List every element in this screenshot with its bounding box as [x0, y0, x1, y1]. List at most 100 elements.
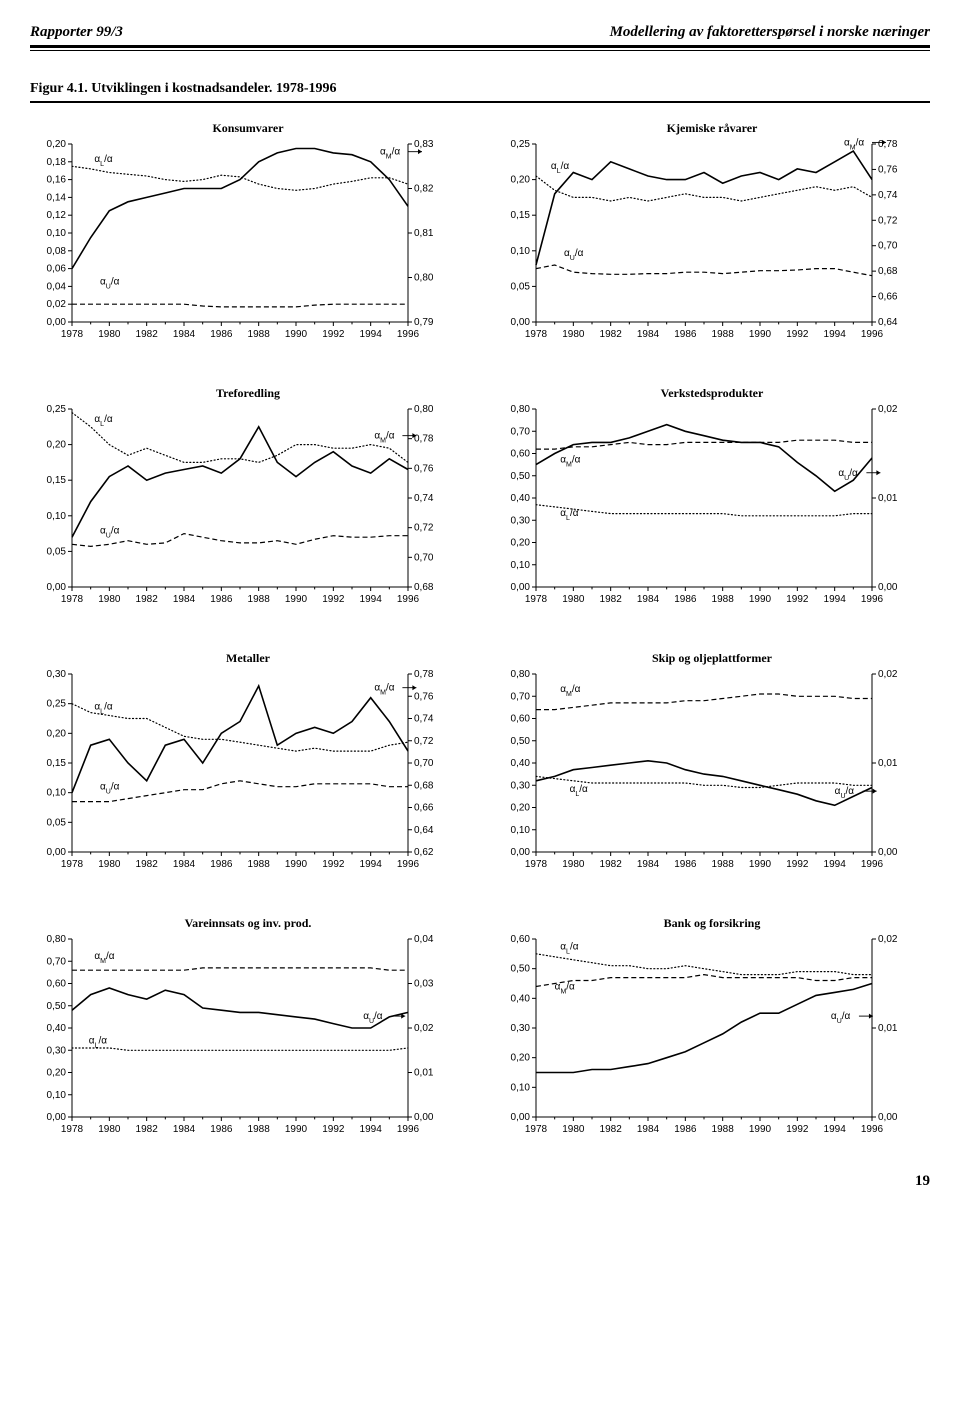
svg-text:0,10: 0,10: [511, 246, 531, 257]
svg-text:αL/α: αL/α: [94, 154, 112, 168]
svg-text:1990: 1990: [749, 1124, 772, 1135]
svg-text:1988: 1988: [712, 594, 735, 605]
svg-text:1984: 1984: [173, 329, 196, 340]
svg-text:1982: 1982: [600, 329, 623, 340]
svg-text:0,05: 0,05: [47, 817, 67, 828]
svg-text:0,70: 0,70: [414, 552, 434, 563]
svg-text:0,70: 0,70: [878, 241, 898, 252]
svg-text:1996: 1996: [861, 329, 884, 340]
svg-text:0,01: 0,01: [878, 493, 898, 504]
svg-text:αU/α: αU/α: [564, 248, 584, 262]
svg-text:0,00: 0,00: [511, 847, 531, 858]
svg-text:αM/α: αM/α: [560, 454, 580, 468]
svg-text:0,30: 0,30: [511, 515, 531, 526]
svg-text:0,81: 0,81: [414, 228, 434, 239]
svg-text:0,10: 0,10: [511, 1082, 531, 1093]
chart-title: Bank og forsikring: [494, 916, 930, 931]
svg-text:0,68: 0,68: [878, 266, 898, 277]
svg-text:0,20: 0,20: [47, 440, 67, 451]
chart-grid: Konsumvarer0,000,020,040,060,080,100,120…: [30, 121, 930, 1143]
svg-text:0,15: 0,15: [47, 475, 67, 486]
svg-text:0,78: 0,78: [414, 669, 434, 680]
svg-text:0,60: 0,60: [511, 714, 531, 725]
svg-text:0,25: 0,25: [47, 699, 67, 710]
svg-text:1992: 1992: [322, 594, 345, 605]
svg-text:1984: 1984: [637, 859, 660, 870]
svg-text:0,01: 0,01: [414, 1068, 434, 1079]
svg-text:0,02: 0,02: [47, 299, 67, 310]
svg-text:1988: 1988: [248, 1124, 271, 1135]
svg-text:0,30: 0,30: [47, 669, 67, 680]
chart-cell: Konsumvarer0,000,020,040,060,080,100,120…: [30, 121, 466, 348]
svg-text:1986: 1986: [674, 594, 697, 605]
svg-text:αL/α: αL/α: [94, 414, 112, 428]
svg-text:0,00: 0,00: [511, 582, 531, 593]
svg-text:0,14: 0,14: [47, 192, 67, 203]
svg-text:0,05: 0,05: [47, 546, 67, 557]
svg-text:0,68: 0,68: [414, 582, 434, 593]
svg-text:1986: 1986: [674, 329, 697, 340]
svg-text:0,15: 0,15: [511, 210, 531, 221]
chart-cell: Bank og forsikring0,000,100,200,300,400,…: [494, 916, 930, 1143]
svg-text:αL/α: αL/α: [560, 508, 578, 522]
svg-text:0,01: 0,01: [878, 1023, 898, 1034]
svg-text:0,80: 0,80: [414, 404, 434, 415]
svg-text:0,00: 0,00: [511, 1112, 531, 1123]
svg-text:1992: 1992: [322, 859, 345, 870]
header-left: Rapporter 99/3: [30, 24, 123, 41]
svg-text:0,18: 0,18: [47, 157, 67, 168]
svg-text:0,68: 0,68: [414, 780, 434, 791]
svg-text:0,30: 0,30: [511, 780, 531, 791]
svg-text:1990: 1990: [285, 859, 308, 870]
svg-text:0,80: 0,80: [414, 273, 434, 284]
svg-text:0,50: 0,50: [511, 471, 531, 482]
chart-svg: 0,000,100,200,300,400,500,600,000,010,02…: [494, 933, 914, 1143]
svg-text:1994: 1994: [824, 594, 847, 605]
svg-text:1984: 1984: [637, 329, 660, 340]
svg-text:0,66: 0,66: [414, 803, 434, 814]
svg-text:1990: 1990: [285, 1124, 308, 1135]
svg-text:0,15: 0,15: [47, 758, 67, 769]
svg-text:0,40: 0,40: [47, 1023, 67, 1034]
svg-text:αU/α: αU/α: [100, 277, 120, 291]
svg-text:0,40: 0,40: [511, 493, 531, 504]
chart-title: Treforedling: [30, 386, 466, 401]
chart-title: Verkstedsprodukter: [494, 386, 930, 401]
svg-text:1980: 1980: [98, 329, 121, 340]
svg-text:1984: 1984: [637, 1124, 660, 1135]
svg-text:1984: 1984: [173, 1124, 196, 1135]
svg-text:1990: 1990: [749, 859, 772, 870]
svg-text:0,00: 0,00: [878, 847, 898, 858]
svg-text:0,20: 0,20: [511, 538, 531, 549]
svg-text:1978: 1978: [61, 594, 84, 605]
svg-text:αU/α: αU/α: [100, 782, 120, 796]
svg-text:0,70: 0,70: [47, 956, 67, 967]
svg-text:1982: 1982: [600, 594, 623, 605]
svg-text:0,12: 0,12: [47, 210, 67, 221]
svg-text:1994: 1994: [360, 329, 383, 340]
svg-text:1978: 1978: [61, 859, 84, 870]
header-rule-thick: [30, 45, 930, 48]
svg-text:1988: 1988: [248, 859, 271, 870]
svg-text:1986: 1986: [210, 859, 233, 870]
svg-text:0,25: 0,25: [47, 404, 67, 415]
chart-cell: Vareinnsats og inv. prod.0,000,100,200,3…: [30, 916, 466, 1143]
chart-svg: 0,000,050,100,150,200,250,680,700,720,74…: [30, 403, 450, 613]
chart-svg: 0,000,100,200,300,400,500,600,700,800,00…: [494, 668, 914, 878]
svg-text:0,74: 0,74: [878, 190, 898, 201]
svg-text:1984: 1984: [173, 594, 196, 605]
svg-text:αM/α: αM/α: [844, 138, 864, 151]
svg-text:0,04: 0,04: [414, 934, 434, 945]
svg-text:0,02: 0,02: [878, 669, 898, 680]
svg-text:0,10: 0,10: [511, 825, 531, 836]
svg-text:0,02: 0,02: [878, 404, 898, 415]
svg-text:0,00: 0,00: [47, 847, 67, 858]
svg-text:1980: 1980: [98, 594, 121, 605]
svg-text:0,72: 0,72: [414, 736, 434, 747]
svg-text:0,60: 0,60: [511, 934, 531, 945]
svg-text:1988: 1988: [712, 859, 735, 870]
chart-title: Skip og oljeplattformer: [494, 651, 930, 666]
svg-text:0,74: 0,74: [414, 493, 434, 504]
svg-text:0,72: 0,72: [414, 523, 434, 534]
svg-text:0,79: 0,79: [414, 317, 434, 328]
